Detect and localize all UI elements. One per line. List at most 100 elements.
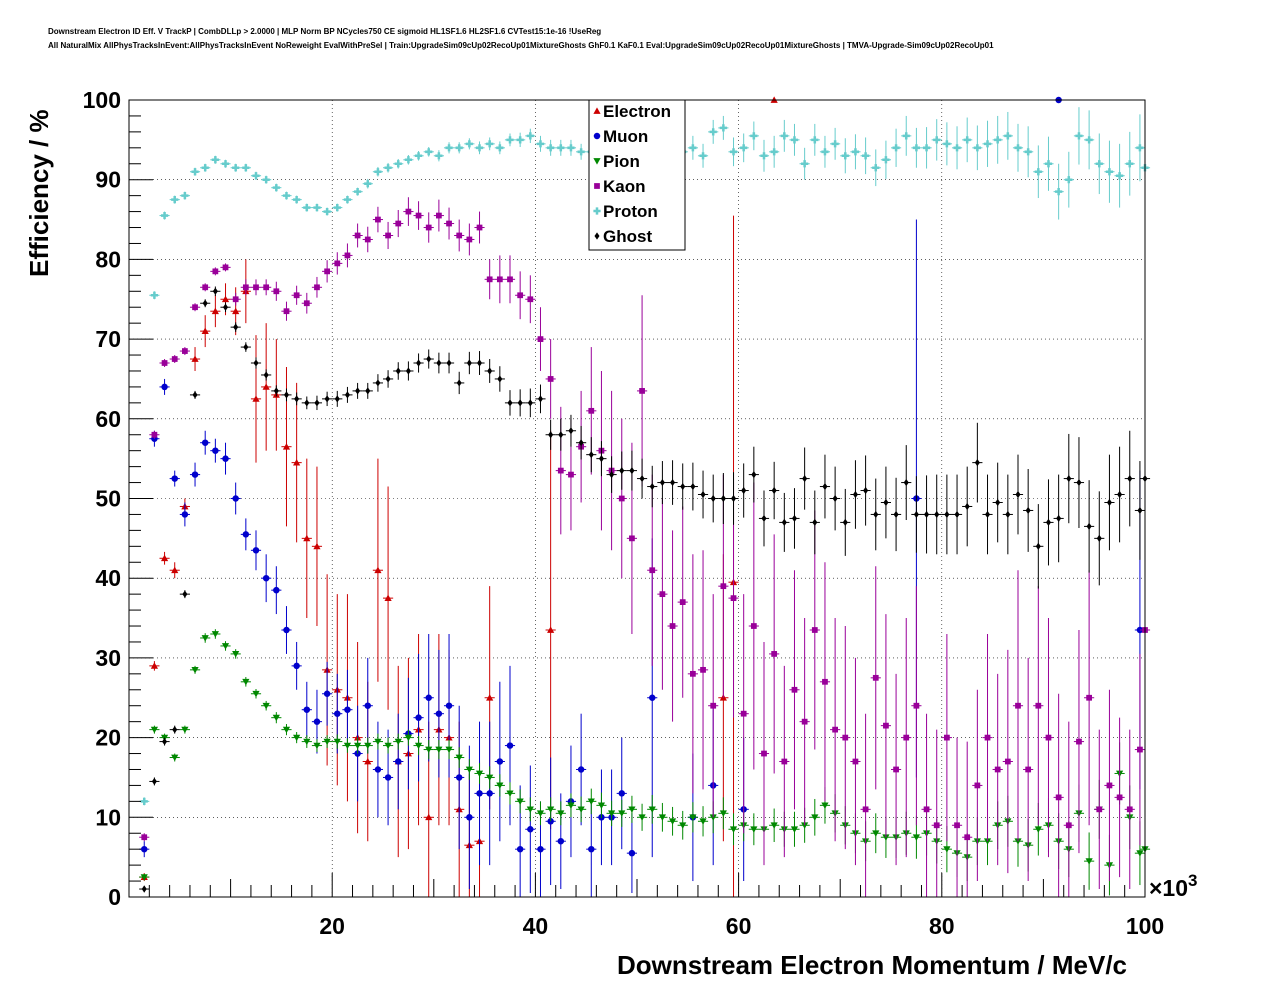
data-point-ghost xyxy=(159,737,170,746)
data-point-electron xyxy=(200,315,211,348)
point-marker xyxy=(649,694,656,701)
x-tick-label: 20 xyxy=(319,913,345,939)
point-marker xyxy=(303,203,311,212)
point-marker xyxy=(486,276,493,283)
point-marker xyxy=(1105,168,1114,176)
point-marker xyxy=(1005,510,1011,519)
data-point-kaon xyxy=(484,259,495,300)
data-point-proton xyxy=(911,127,922,168)
data-point-proton xyxy=(545,139,556,156)
data-point-ghost xyxy=(901,445,912,521)
data-point-kaon xyxy=(616,418,627,579)
data-point-proton xyxy=(962,117,973,163)
point-marker xyxy=(211,156,219,164)
point-marker xyxy=(263,284,270,291)
data-point-proton xyxy=(433,150,444,162)
point-marker xyxy=(1137,746,1143,753)
point-marker xyxy=(181,726,189,734)
point-marker xyxy=(1024,148,1032,156)
title-line-2: All NaturalMix AllPhysTracksInEvent:AllP… xyxy=(48,41,994,50)
point-marker xyxy=(690,482,696,491)
point-marker xyxy=(649,482,655,491)
data-point-ghost xyxy=(728,472,739,525)
data-point-ghost xyxy=(941,474,952,555)
point-marker xyxy=(375,379,381,387)
data-point-pion xyxy=(545,797,556,822)
point-marker xyxy=(536,810,545,817)
point-marker xyxy=(445,702,453,709)
data-point-proton xyxy=(758,139,770,172)
point-marker xyxy=(313,718,321,725)
data-point-ghost xyxy=(393,362,404,380)
point-marker xyxy=(781,758,788,765)
point-marker xyxy=(293,196,301,204)
point-marker xyxy=(790,136,799,144)
point-marker xyxy=(507,276,513,283)
point-marker xyxy=(415,212,422,219)
data-point-proton xyxy=(179,191,190,200)
data-point-kaon xyxy=(850,657,861,866)
data-point-electron xyxy=(301,458,312,619)
data-point-proton xyxy=(1002,111,1013,160)
data-point-kaon xyxy=(1033,586,1044,826)
point-marker xyxy=(323,690,331,698)
data-point-proton xyxy=(697,143,709,168)
point-marker xyxy=(476,790,483,797)
point-marker xyxy=(801,718,808,725)
point-marker xyxy=(668,818,677,825)
data-point-kaon xyxy=(748,482,759,770)
point-marker xyxy=(790,826,799,833)
data-point-kaon xyxy=(261,279,272,296)
data-point-proton xyxy=(819,135,831,168)
point-marker xyxy=(1055,794,1062,801)
data-point-ghost xyxy=(250,357,262,369)
point-marker xyxy=(811,814,819,821)
point-marker xyxy=(587,798,595,805)
point-marker xyxy=(1044,160,1053,168)
point-marker xyxy=(303,534,311,542)
point-marker xyxy=(669,623,676,629)
data-point-proton xyxy=(1134,114,1145,182)
legend-label-ghost: Ghost xyxy=(603,227,652,246)
point-marker xyxy=(435,710,443,717)
point-marker xyxy=(465,140,473,148)
data-point-ghost xyxy=(139,885,150,893)
data-point-muon xyxy=(342,669,353,750)
point-marker xyxy=(212,447,219,454)
point-marker xyxy=(852,758,859,765)
data-point-kaon xyxy=(1002,649,1013,874)
data-point-electron xyxy=(261,323,272,451)
data-point-kaon xyxy=(179,347,190,356)
point-marker xyxy=(343,742,352,750)
data-point-muon xyxy=(291,641,302,690)
data-point-kaon xyxy=(240,279,251,296)
data-point-muon xyxy=(179,502,190,527)
data-point-proton xyxy=(413,151,424,161)
point-marker xyxy=(689,814,697,821)
point-marker xyxy=(588,451,594,459)
point-marker xyxy=(841,152,849,160)
point-marker xyxy=(761,750,767,757)
point-marker xyxy=(832,494,838,503)
data-point-proton xyxy=(383,162,394,173)
data-point-ghost xyxy=(1073,437,1085,528)
point-marker xyxy=(314,284,320,291)
point-marker xyxy=(558,431,564,439)
data-point-ghost xyxy=(1012,454,1024,535)
data-point-ghost xyxy=(951,474,963,555)
point-marker xyxy=(171,356,178,362)
point-marker xyxy=(425,746,433,754)
data-point-ghost xyxy=(433,352,444,374)
point-marker xyxy=(922,144,931,152)
point-marker xyxy=(1015,490,1021,499)
point-marker xyxy=(141,845,148,853)
point-marker xyxy=(384,774,392,781)
point-marker xyxy=(262,383,270,390)
point-marker xyxy=(1034,168,1042,176)
point-marker xyxy=(201,164,209,172)
point-marker xyxy=(364,757,372,765)
point-marker xyxy=(954,510,960,519)
data-point-pion xyxy=(372,733,383,750)
data-point-kaon xyxy=(1094,729,1105,890)
data-point-pion xyxy=(200,633,211,643)
